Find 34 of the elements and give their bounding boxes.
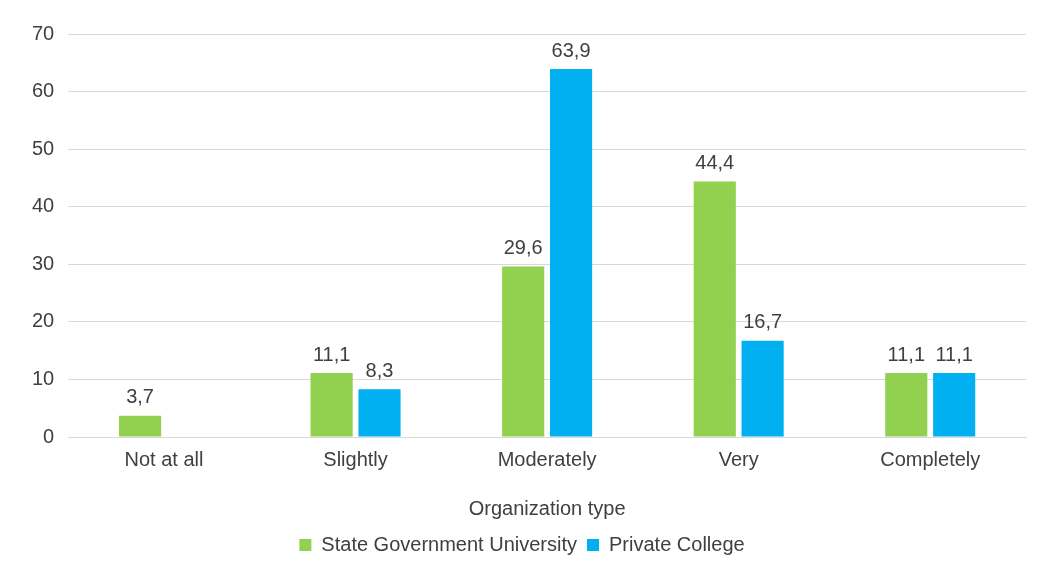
x-tick-label: Completely	[880, 447, 981, 470]
data-label: 11,1	[935, 342, 973, 365]
x-tick-label: Not at all	[124, 447, 204, 470]
data-label: 29,6	[503, 236, 543, 259]
y-tick-label: 70	[32, 21, 55, 44]
y-tick-label: 40	[32, 194, 55, 217]
bar	[502, 266, 545, 437]
y-tick-label: 30	[32, 251, 55, 274]
y-tick-label: 10	[32, 366, 55, 389]
bar	[693, 181, 736, 437]
bar	[741, 340, 784, 437]
y-tick-label: 60	[32, 79, 55, 102]
legend-label: State Government University	[321, 532, 578, 555]
bar	[358, 389, 401, 437]
bar	[310, 373, 353, 437]
y-tick-label: 0	[43, 424, 55, 447]
bar	[119, 415, 162, 437]
bar	[550, 69, 593, 437]
data-label: 11,1	[887, 342, 926, 365]
data-label: 3,7	[126, 385, 154, 408]
bar	[885, 373, 928, 437]
y-tick-label: 20	[32, 309, 55, 332]
x-tick-label: Moderately	[497, 447, 597, 470]
x-axis-title: Organization type	[468, 496, 626, 519]
data-label: 44,4	[695, 150, 735, 173]
legend-label: Private College	[609, 532, 745, 555]
data-label: 8,3	[365, 358, 394, 381]
data-label: 16,7	[743, 310, 783, 333]
data-label: 63,9	[551, 38, 591, 61]
data-label: 11,1	[312, 342, 351, 365]
x-tick-label: Slightly	[323, 447, 388, 470]
bar	[933, 373, 976, 437]
y-tick-label: 50	[32, 136, 55, 159]
x-tick-label: Very	[718, 447, 759, 470]
